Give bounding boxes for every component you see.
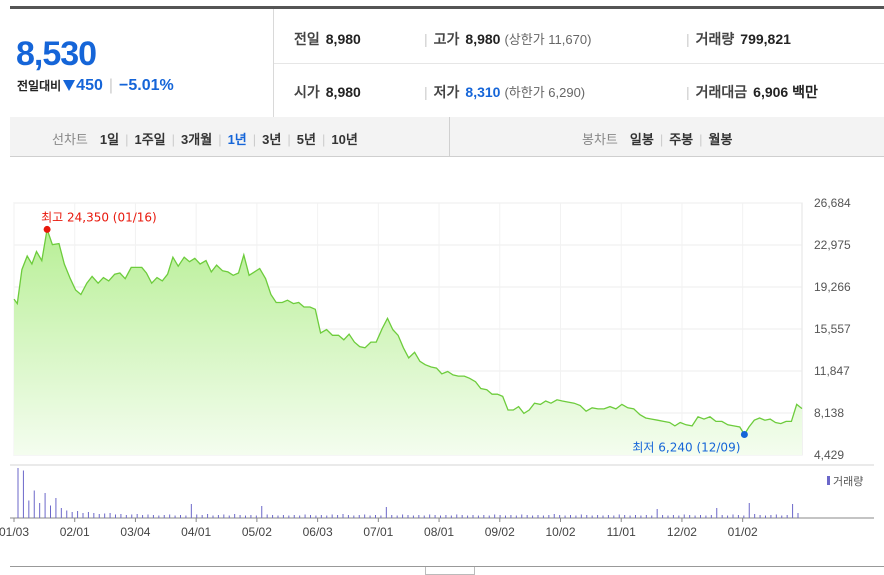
x-tick-label: 03/04 (120, 525, 150, 539)
down-triangle-icon (63, 80, 76, 91)
lower-limit: (하한가 6,290) (504, 85, 586, 100)
price-line (13, 229, 803, 436)
prev-close-value: 8,980 (325, 31, 361, 47)
candle-chart-group-label: 봉차트 (582, 132, 618, 147)
change-separator: | (108, 77, 114, 94)
trade-value-unit: 백만 (792, 84, 818, 100)
price-chart: 26,684 22,975 19,266 15,557 11,847 8,138 4,429… (0, 196, 874, 539)
tab-1day[interactable]: 1일 (99, 132, 120, 147)
low-value: 8,310 (465, 84, 501, 100)
volume-label: 거래량 (833, 475, 863, 488)
tab-1week[interactable]: 1주일 (134, 132, 166, 147)
line-chart-group-label: 선차트 (52, 132, 88, 147)
low-stat: | 저가 8,310 (하한가 6,290) (424, 84, 586, 100)
x-tick-label: 11/01 (607, 525, 636, 539)
tab-weekly[interactable]: 주봉 (669, 132, 694, 147)
tab-3years[interactable]: 3년 (262, 132, 282, 147)
min-marker (740, 430, 748, 438)
high-value: 8,980 (465, 31, 501, 47)
stats-divider (274, 63, 884, 64)
price-area-fill (14, 229, 802, 455)
quote-stats: 전일 8,980 | 고가 8,980 (상한가 11,670) | 거래량 799,821… (274, 9, 884, 117)
x-tick-label: 08/01 (424, 525, 454, 539)
x-tick-label: 01/02 (728, 525, 758, 539)
change-percent: −5.01% (119, 77, 174, 94)
trade-value-stat: | 거래대금 6,906 백만 (686, 84, 818, 100)
max-annotation: 최고 24,350 (01/16) (41, 210, 157, 224)
bottom-border (10, 566, 884, 567)
tab-1year[interactable]: 1년 (227, 132, 247, 147)
x-tick-label: 07/01 (363, 525, 393, 539)
high-stat: | 고가 8,980 (상한가 11,670) (424, 31, 592, 47)
min-annotation: 최저 6,240 (12/09) (632, 440, 740, 454)
y-tick-label: 19,266 (814, 280, 851, 294)
prev-close-stat: 전일 8,980 (294, 29, 361, 49)
y-tick-label: 22,975 (814, 238, 851, 252)
tab-5years[interactable]: 5년 (296, 132, 316, 147)
top-border (10, 6, 884, 9)
x-tick-label: 02/01 (60, 525, 90, 539)
x-tick-label: 09/02 (485, 525, 515, 539)
candle-chart-tabs: 봉차트 일봉 | 주봉 | 월봉 (582, 132, 733, 147)
x-tick-label: 10/02 (545, 525, 575, 539)
open-label: 시가 (294, 84, 320, 100)
trade-value: 6,906 (753, 84, 789, 100)
x-tick-label: 04/01 (181, 525, 211, 539)
max-marker (43, 225, 51, 233)
x-tick-label: 01/03 (0, 525, 29, 539)
tab-daily[interactable]: 일봉 (629, 132, 654, 147)
upper-limit: (상한가 11,670) (504, 32, 592, 47)
volume-label: 거래량 (695, 31, 735, 47)
price-change: 전일대비 450 | −5.01% (17, 77, 174, 95)
y-tick-label: 15,557 (814, 322, 851, 336)
y-tick-label: 11,847 (814, 364, 850, 378)
tab-10years[interactable]: 10년 (331, 132, 358, 147)
low-label: 저가 (433, 84, 460, 100)
change-value: 450 (76, 77, 103, 94)
y-tick-label: 26,684 (814, 196, 851, 210)
chart-period-tabs: 선차트 1일 | 1주일 | 3개월 | 1년 | 3년 | 5년 | 10년 봉차트 일봉 | 주봉 | 월봉 (10, 117, 884, 157)
open-stat: 시가 8,980 (294, 82, 361, 102)
change-label: 전일대비 (17, 79, 62, 93)
current-price: 8,530 (16, 35, 97, 73)
y-tick-label: 4,429 (814, 448, 844, 462)
trade-value-label: 거래대금 (695, 84, 748, 100)
volume-legend-swatch (827, 476, 830, 485)
y-tick-label: 8,138 (814, 406, 844, 420)
tabs-divider (449, 117, 450, 156)
quote-summary: 8,530 전일대비 450 | −5.01% 전일 8,980 | 고가 8,980 (상한… (10, 9, 884, 118)
x-tick-label: 12/02 (667, 525, 697, 539)
high-label: 고가 (433, 31, 460, 47)
prev-close-label: 전일 (294, 31, 320, 47)
open-value: 8,980 (325, 84, 361, 100)
volume-stat: | 거래량 799,821 (686, 31, 791, 47)
volume-value: 799,821 (740, 31, 791, 47)
tab-3months[interactable]: 3개월 (181, 132, 213, 147)
tab-monthly[interactable]: 월봉 (708, 132, 733, 147)
x-tick-label: 06/03 (303, 525, 333, 539)
line-chart-tabs: 선차트 1일 | 1주일 | 3개월 | 1년 | 3년 | 5년 | 10년 (52, 132, 358, 147)
price-box: 8,530 전일대비 450 | −5.01% (10, 9, 274, 117)
x-tick-label: 05/02 (242, 525, 272, 539)
